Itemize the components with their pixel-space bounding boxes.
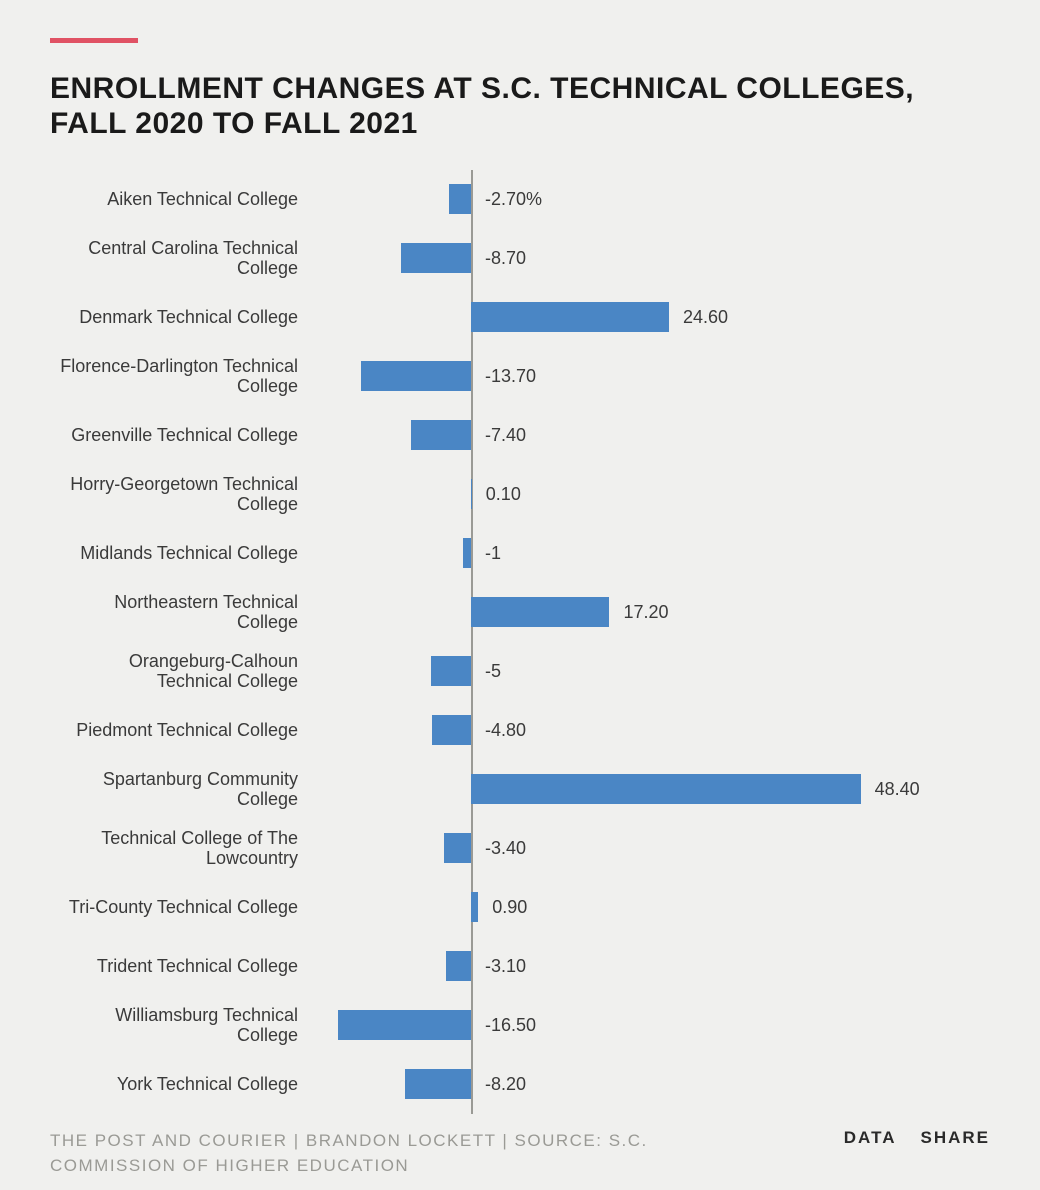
bar (338, 1010, 471, 1040)
value-label: -2.70% (485, 184, 542, 214)
category-label: Piedmont Technical College (50, 720, 310, 741)
bar (471, 597, 609, 627)
bar (449, 184, 471, 214)
bar (471, 892, 478, 922)
value-label: -3.40 (485, 833, 526, 863)
chart-row: Midlands Technical College -1 (50, 538, 990, 568)
bar-area: 17.20 (310, 597, 990, 627)
bar-area: -16.50 (310, 1010, 990, 1040)
bar-area: -5 (310, 656, 990, 686)
chart-row: Trident Technical College -3.10 (50, 951, 990, 981)
bar-area: -8.20 (310, 1069, 990, 1099)
category-label: Northeastern Technical College (50, 592, 310, 633)
bar-area: 0.10 (310, 479, 990, 509)
value-label: 48.40 (875, 774, 920, 804)
category-label: Tri-County Technical College (50, 897, 310, 918)
bar (444, 833, 471, 863)
value-label: 0.90 (492, 892, 527, 922)
footer-actions: DATA SHARE (844, 1128, 990, 1148)
category-label: Greenville Technical College (50, 425, 310, 446)
category-label: Spartanburg Community College (50, 769, 310, 810)
chart-row: Denmark Technical College 24.60 (50, 302, 990, 332)
bar (463, 538, 471, 568)
bar (446, 951, 471, 981)
chart-row: York Technical College -8.20 (50, 1069, 990, 1099)
credit-text: THE POST AND COURIER | BRANDON LOCKETT |… (50, 1128, 690, 1179)
category-label: Williamsburg Technical College (50, 1005, 310, 1046)
chart-row: Technical College of The Lowcountry-3.40 (50, 833, 990, 863)
accent-bar (50, 38, 138, 43)
value-label: -13.70 (485, 361, 536, 391)
chart-title: ENROLLMENT CHANGES AT S.C. TECHNICAL COL… (50, 71, 990, 142)
value-label: -8.70 (485, 243, 526, 273)
bar (432, 715, 471, 745)
bar (471, 479, 472, 509)
bar (361, 361, 471, 391)
value-label: -1 (485, 538, 501, 568)
value-label: -5 (485, 656, 501, 686)
bar (471, 774, 861, 804)
value-label: -8.20 (485, 1069, 526, 1099)
bar-area: 24.60 (310, 302, 990, 332)
value-label: 17.20 (623, 597, 668, 627)
bar (471, 302, 669, 332)
value-label: -7.40 (485, 420, 526, 450)
category-label: Trident Technical College (50, 956, 310, 977)
value-label: -3.10 (485, 951, 526, 981)
bar-area: -2.70% (310, 184, 990, 214)
data-button[interactable]: DATA (844, 1128, 897, 1148)
bar-area: -8.70 (310, 243, 990, 273)
bar-area: 48.40 (310, 774, 990, 804)
chart-row: Horry-Georgetown Technical College0.10 (50, 479, 990, 509)
bar-area: -3.10 (310, 951, 990, 981)
bar-chart: Aiken Technical College -2.70% Central Car… (50, 170, 990, 1114)
category-label: Florence-Darlington Technical College (50, 356, 310, 397)
bar-area: -7.40 (310, 420, 990, 450)
chart-footer: THE POST AND COURIER | BRANDON LOCKETT |… (50, 1128, 990, 1179)
bar-area: -3.40 (310, 833, 990, 863)
bar (411, 420, 471, 450)
chart-row: Spartanburg Community College48.40 (50, 774, 990, 804)
category-label: Denmark Technical College (50, 307, 310, 328)
value-label: 0.10 (486, 479, 521, 509)
bar-area: -13.70 (310, 361, 990, 391)
bar-area: -1 (310, 538, 990, 568)
value-label: 24.60 (683, 302, 728, 332)
category-label: Horry-Georgetown Technical College (50, 474, 310, 515)
chart-row: Orangeburg-Calhoun Technical College-5 (50, 656, 990, 686)
category-label: Technical College of The Lowcountry (50, 828, 310, 869)
chart-row: Tri-County Technical College 0.90 (50, 892, 990, 922)
chart-row: Aiken Technical College -2.70% (50, 184, 990, 214)
chart-row: Piedmont Technical College -4.80 (50, 715, 990, 745)
chart-row: Williamsburg Technical College-16.50 (50, 1010, 990, 1040)
chart-row: Central Carolina Technical College-8.70 (50, 243, 990, 273)
share-button[interactable]: SHARE (920, 1128, 990, 1148)
chart-row: Florence-Darlington Technical College-13… (50, 361, 990, 391)
bar (431, 656, 471, 686)
category-label: Midlands Technical College (50, 543, 310, 564)
category-label: Central Carolina Technical College (50, 238, 310, 279)
value-label: -16.50 (485, 1010, 536, 1040)
bar-area: 0.90 (310, 892, 990, 922)
bar (401, 243, 471, 273)
bar (405, 1069, 471, 1099)
category-label: Orangeburg-Calhoun Technical College (50, 651, 310, 692)
bar-area: -4.80 (310, 715, 990, 745)
value-label: -4.80 (485, 715, 526, 745)
category-label: York Technical College (50, 1074, 310, 1095)
chart-row: Greenville Technical College -7.40 (50, 420, 990, 450)
category-label: Aiken Technical College (50, 189, 310, 210)
chart-row: Northeastern Technical College17.20 (50, 597, 990, 627)
